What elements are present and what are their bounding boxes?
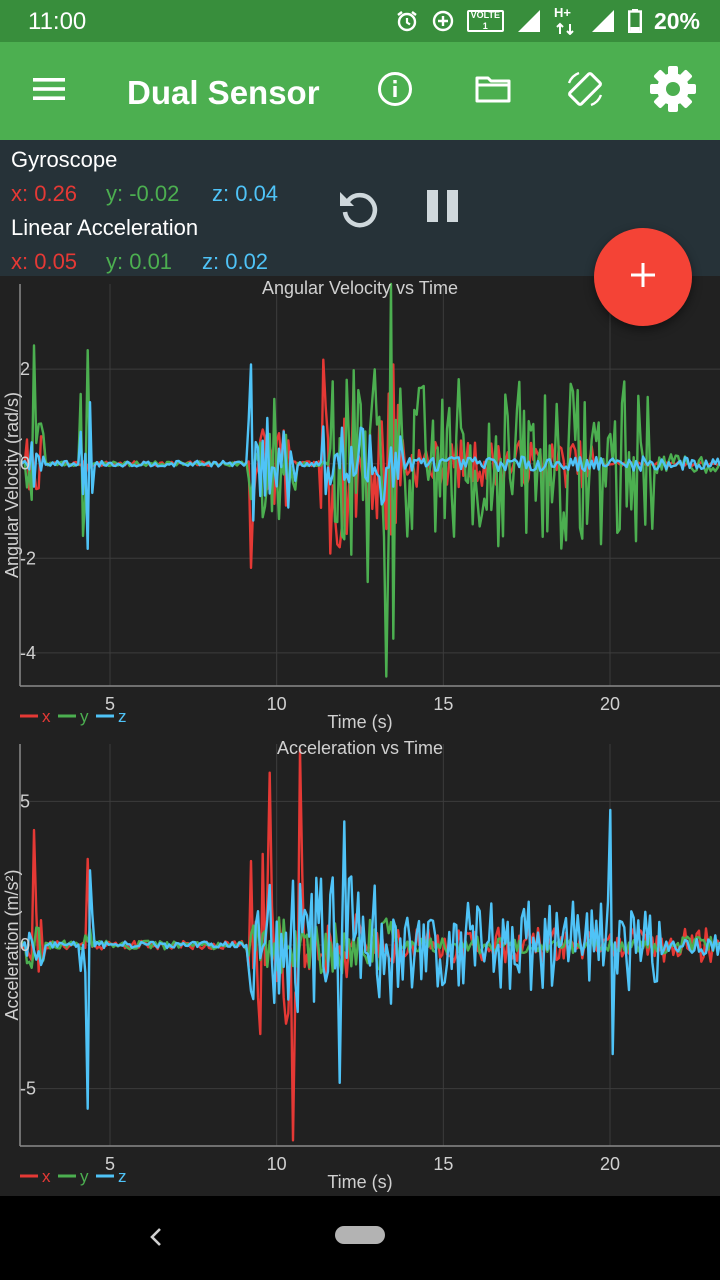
gyro-y-value: y: -0.02: [106, 181, 180, 206]
info-icon: [377, 71, 413, 112]
y-tick-label: 5: [20, 791, 30, 811]
battery-icon: [627, 9, 642, 33]
gyroscope-title: Gyroscope: [11, 147, 118, 172]
app-title: Dual Sensor: [127, 74, 320, 111]
series-line-z: [19, 808, 720, 1110]
pause-button[interactable]: [415, 180, 471, 236]
y-tick-label: 0: [20, 454, 30, 474]
x-tick-label: 5: [105, 694, 115, 714]
reset-icon: [337, 188, 381, 237]
x-axis-label: Time (s): [327, 1172, 392, 1192]
plus-icon: [629, 261, 657, 294]
legend-label-x: x: [42, 707, 51, 726]
back-icon: [142, 1228, 172, 1256]
menu-button[interactable]: [22, 64, 76, 118]
gyro-z-value: z: 0.04: [212, 181, 279, 206]
screen-rotation-icon: [563, 67, 607, 116]
series-line-z: [19, 363, 720, 550]
status-icons: VOLTE 1 H+ 20%: [395, 5, 700, 36]
chart-title: Acceleration vs Time: [277, 738, 443, 758]
screen-rotation-button[interactable]: [558, 64, 612, 118]
settings-button[interactable]: [646, 64, 700, 118]
legend-label-y: y: [80, 1167, 89, 1186]
accel-z-value: z: 0.02: [202, 249, 269, 274]
acceleration-chart: 5 10 15 20 5 0 -5 Acceleration vs Time Time (s) A…: [0, 736, 720, 1196]
menu-icon: [32, 76, 66, 107]
y-tick-label: 2: [20, 359, 30, 379]
app-bar: Dual Sensor: [0, 42, 720, 140]
x-tick-label: 10: [267, 1154, 287, 1174]
signal-icon: [516, 8, 542, 34]
folder-icon: [475, 74, 511, 109]
chart-title: Angular Velocity vs Time: [262, 278, 458, 298]
x-tick-label: 5: [105, 1154, 115, 1174]
x-tick-label: 20: [600, 1154, 620, 1174]
add-fab-button[interactable]: [594, 228, 692, 326]
folder-button[interactable]: [466, 64, 520, 118]
battery-percent: 20%: [653, 7, 700, 34]
network-type-icon: H+: [554, 5, 578, 35]
legend-label-z: z: [118, 1167, 127, 1186]
y-tick-label: -5: [20, 1079, 36, 1099]
signal-icon-2: [590, 8, 616, 34]
status-bar: 11:00 VOLTE 1 H+ 20%: [0, 0, 720, 42]
pause-icon: [425, 188, 461, 229]
legend-label-x: x: [42, 1167, 51, 1186]
settings-icon: [648, 64, 698, 119]
x-tick-label: 15: [433, 1154, 453, 1174]
x-axis-label: Time (s): [327, 712, 392, 732]
series-line-y: [19, 282, 720, 678]
y-tick-label: -2: [20, 548, 36, 568]
y-axis-label: Angular Velocity (rad/s): [2, 392, 22, 578]
system-nav-bar: [0, 1196, 720, 1280]
legend-label-z: z: [118, 707, 127, 726]
y-tick-label: 0: [20, 935, 30, 955]
x-tick-label: 10: [267, 694, 287, 714]
home-pill-button[interactable]: [335, 1226, 385, 1244]
x-tick-label: 15: [433, 694, 453, 714]
alarm-icon: [395, 9, 419, 33]
legend-label-y: y: [80, 707, 89, 726]
data-saver-icon: [431, 9, 455, 33]
gyro-x-value: x: 0.26: [11, 181, 78, 206]
linear-acceleration-title: Linear Acceleration: [11, 215, 199, 240]
acceleration-chart-svg: 5 10 15 20 5 0 -5 Acceleration vs Time Time (s) A…: [2, 738, 720, 1192]
volte-icon: VOLTE 1: [466, 10, 504, 32]
reset-button[interactable]: [331, 184, 387, 240]
status-time: 11:00: [28, 8, 87, 35]
back-button[interactable]: [142, 1222, 172, 1252]
info-button[interactable]: [368, 64, 422, 118]
angular-velocity-chart: 5 10 15 20 2 0 -2 -4 Angular Velocity vs Time Tim…: [0, 276, 720, 736]
y-axis-label: Acceleration (m/s²): [2, 869, 22, 1020]
accel-x-value: x: 0.05: [11, 249, 78, 274]
x-tick-label: 20: [600, 694, 620, 714]
accel-y-value: y: 0.01: [106, 249, 173, 274]
y-tick-label: -4: [20, 643, 36, 663]
